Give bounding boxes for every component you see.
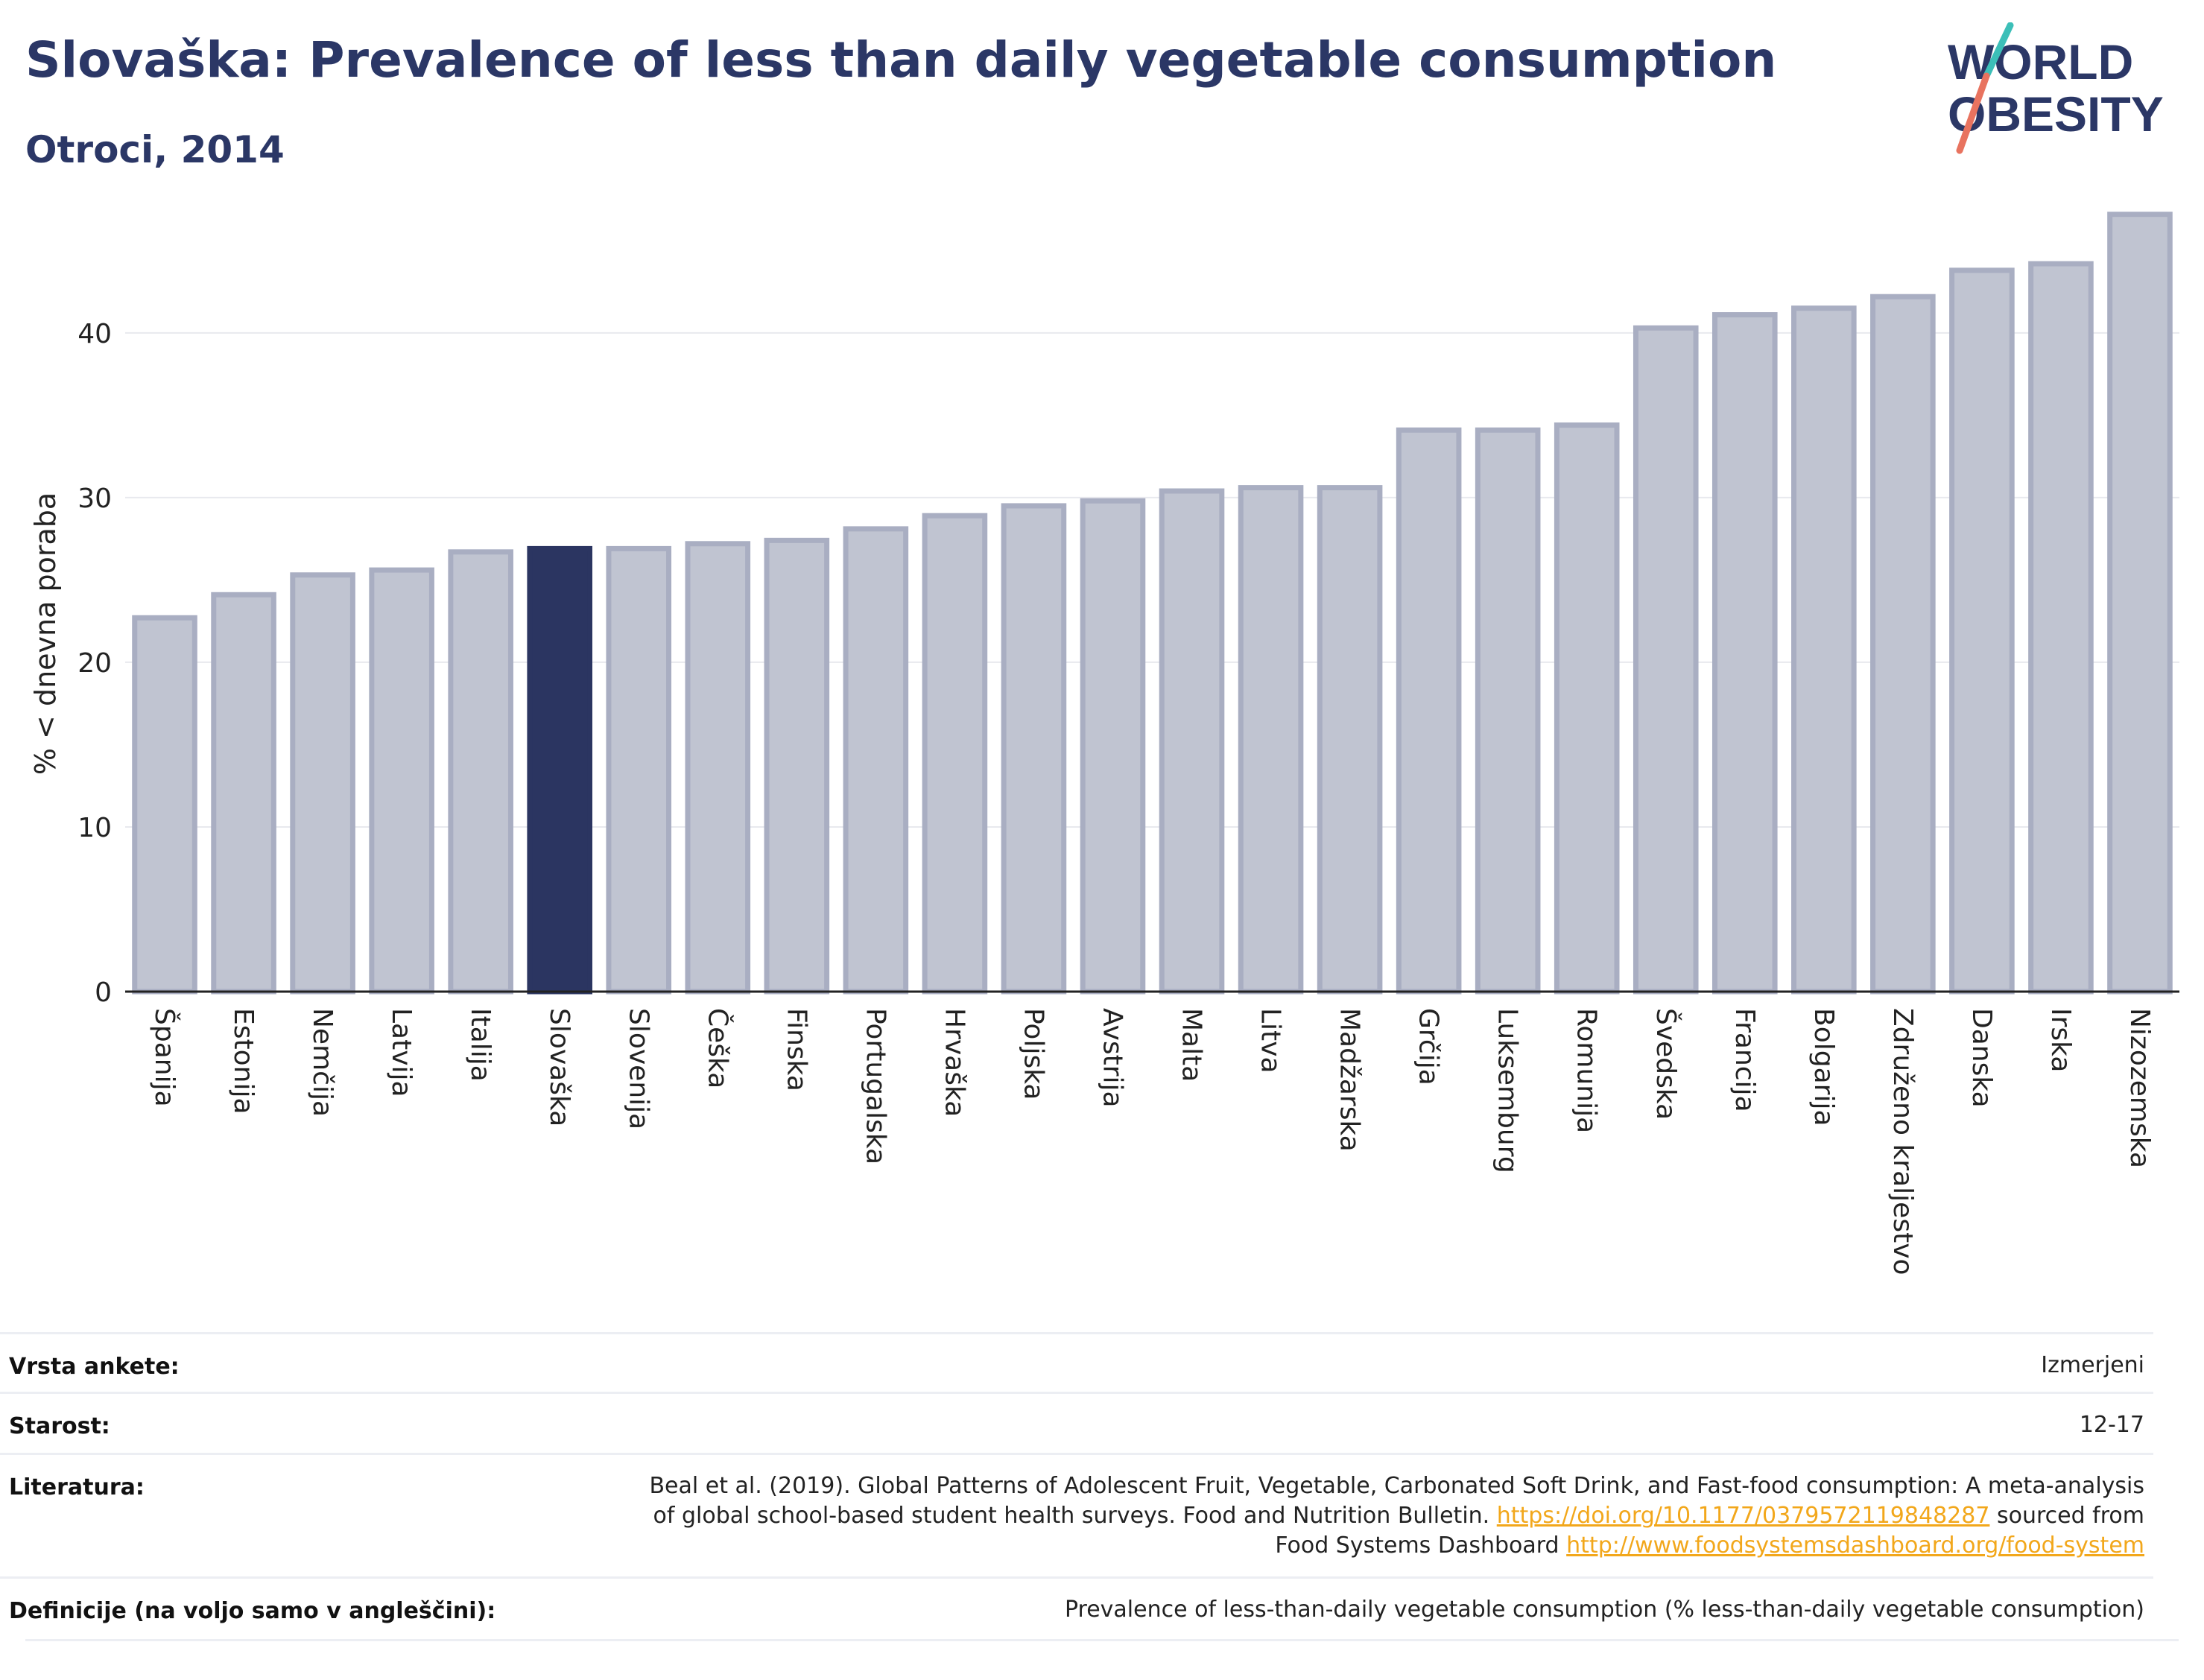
bar-8[interactable] xyxy=(764,537,830,995)
x-tick-label: Avstrija xyxy=(1097,1008,1127,1108)
x-tick-label: Nemčija xyxy=(307,1008,338,1117)
literature-dashboard-link[interactable]: http://www.foodsystemsdashboard.org/food… xyxy=(1566,1532,2144,1559)
literature-text-4: Food Systems Dashboard xyxy=(1275,1532,1559,1559)
age-value: 12-17 xyxy=(2079,1412,2144,1438)
x-tick-label: Združeno kraljestvo xyxy=(1887,1008,1918,1275)
literature-label: Literatura: xyxy=(9,1474,145,1500)
bar-0[interactable] xyxy=(132,615,197,995)
bar-25[interactable] xyxy=(2107,212,2173,995)
y-tick-label: 30 xyxy=(77,484,112,514)
x-tick-label: Romunija xyxy=(1571,1008,1602,1133)
x-tick-label: Nizozemska xyxy=(2124,1008,2155,1168)
y-tick-label: 10 xyxy=(77,813,112,843)
x-tick-label: Finska xyxy=(781,1008,811,1091)
logo-slash-teal xyxy=(1983,22,2014,80)
x-tick-label: Francija xyxy=(1729,1008,1760,1112)
logo-slash-coral xyxy=(1956,72,1990,154)
x-tick-label: Češka xyxy=(702,1008,733,1088)
bar-17[interactable] xyxy=(1475,427,1541,995)
bar-9[interactable] xyxy=(843,526,909,995)
x-tick-label: Slovaška xyxy=(544,1008,574,1126)
bar-15[interactable] xyxy=(1317,485,1383,995)
literature-text-2: of global school-based student health su… xyxy=(653,1503,1490,1529)
x-tick-label: Španija xyxy=(149,1008,180,1107)
x-tick-label: Danska xyxy=(1966,1008,1997,1108)
x-tick-label: Grčija xyxy=(1413,1008,1444,1085)
y-tick-label: 20 xyxy=(77,648,112,679)
bar-23[interactable] xyxy=(1949,267,2015,995)
x-tick-label: Slovenija xyxy=(623,1008,653,1129)
x-tick-label: Irska xyxy=(2045,1008,2076,1072)
x-tick-label: Švedska xyxy=(1650,1008,1682,1120)
bar-22[interactable] xyxy=(1870,294,1936,995)
bar-10[interactable] xyxy=(922,513,988,995)
age-label: Starost: xyxy=(9,1413,110,1439)
logo-text-world: WORLD xyxy=(1948,34,2133,89)
x-tick-label: Latvija xyxy=(386,1008,417,1097)
y-tick-label: 0 xyxy=(95,977,112,1008)
survey-label: Vrsta ankete: xyxy=(9,1354,180,1380)
axis-layer: 0 10 20 30 40 % < dnevna poraba xyxy=(29,319,2179,1008)
bar-12[interactable] xyxy=(1080,498,1146,995)
x-tick-label: Madžarska xyxy=(1334,1008,1365,1152)
definitions-label: Definicije (na voljo samo v angleščini): xyxy=(9,1598,496,1624)
x-tick-label: Estonija xyxy=(228,1008,259,1115)
bar-24[interactable] xyxy=(2028,261,2094,995)
bar-4[interactable] xyxy=(448,549,513,995)
survey-value: Izmerjeni xyxy=(2041,1352,2144,1378)
logo-text-obesity: OBESITY xyxy=(1948,86,2164,142)
x-tick-label: Malta xyxy=(1177,1008,1207,1082)
x-tick-label: Poljska xyxy=(1018,1008,1048,1100)
literature-text-3: sourced from xyxy=(1996,1503,2144,1529)
bar-19[interactable] xyxy=(1633,325,1699,995)
info-row-definitions: Definicije (na voljo samo v angleščini):… xyxy=(0,1576,2153,1641)
bar-11[interactable] xyxy=(1001,503,1067,995)
bar-1[interactable] xyxy=(211,592,276,995)
bar-14[interactable] xyxy=(1238,485,1304,995)
x-tick-label: Bolgarija xyxy=(1808,1008,1839,1126)
info-divider-bottom xyxy=(25,1639,2179,1641)
bar-7[interactable] xyxy=(685,541,751,995)
x-tick-label: Portugalska xyxy=(860,1008,890,1164)
info-row-survey: Vrsta ankete: Izmerjeni xyxy=(0,1332,2153,1394)
bar-3[interactable] xyxy=(369,567,434,995)
bar-chart: 0 10 20 30 40 % < dnevna poraba Španija Estoni… xyxy=(29,212,2179,1275)
literature-text-1: Beal et al. (2019). Global Patterns of A… xyxy=(649,1473,2144,1499)
world-obesity-logo: WORLD OBESITY xyxy=(1948,22,2164,154)
literature-value: Beal et al. (2019). Global Patterns of A… xyxy=(649,1471,2144,1561)
bar-18[interactable] xyxy=(1554,422,1620,995)
y-axis-label: % < dnevna poraba xyxy=(29,492,62,775)
bar-13[interactable] xyxy=(1159,488,1225,995)
bar-6[interactable] xyxy=(606,545,672,995)
definitions-value: Prevalence of less-than-daily vegetable … xyxy=(1064,1597,2144,1623)
bar-5[interactable] xyxy=(527,545,593,995)
x-tick-label: Hrvaška xyxy=(939,1008,969,1117)
bar-16[interactable] xyxy=(1396,427,1462,995)
labels-layer: Španija Estonija Nemčija Latvija Italija Slov… xyxy=(149,1008,2155,1275)
bar-2[interactable] xyxy=(290,572,355,995)
x-tick-label: Luksemburg xyxy=(1492,1008,1523,1173)
x-tick-label: Italija xyxy=(465,1008,495,1082)
bars-layer xyxy=(132,212,2173,995)
x-tick-label: Litva xyxy=(1255,1008,1286,1074)
y-tick-label: 40 xyxy=(77,319,112,349)
literature-doi-link[interactable]: https://doi.org/10.1177/0379572119848287 xyxy=(1496,1503,1990,1529)
bar-21[interactable] xyxy=(1791,305,1857,995)
info-row-age: Starost: 12-17 xyxy=(0,1392,2153,1455)
info-row-literature: Literatura: Beal et al. (2019). Global P… xyxy=(0,1453,2153,1579)
bar-20[interactable] xyxy=(1711,312,1778,995)
page-subtitle: Otroci, 2014 xyxy=(25,128,285,171)
page-title: Slovaška: Prevalence of less than daily … xyxy=(25,31,1777,89)
